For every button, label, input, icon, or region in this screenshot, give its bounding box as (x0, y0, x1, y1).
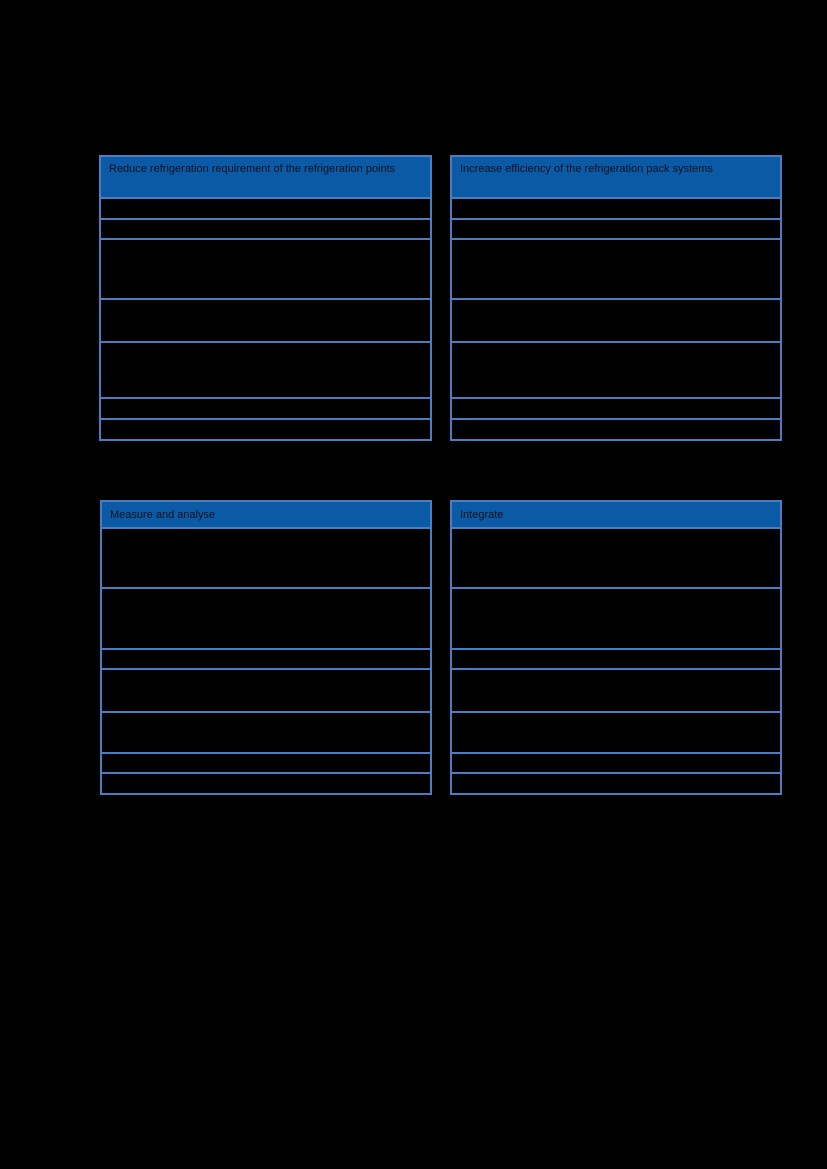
table-row (452, 752, 780, 772)
table-row (452, 648, 780, 668)
table-row (452, 668, 780, 711)
table-row (452, 418, 780, 439)
table-header: Reduce refrigeration requirement of the … (101, 157, 430, 197)
table-title: Integrate (460, 509, 504, 521)
table-title: Reduce refrigeration requirement of the … (109, 163, 396, 175)
table-row (102, 711, 430, 752)
table-row (102, 752, 430, 772)
table-header: Measure and analyse (102, 502, 430, 527)
table-header: Increase efficiency of the refrigeration… (452, 157, 780, 197)
table-row (101, 238, 430, 298)
table-row (101, 418, 430, 439)
table-title: Increase efficiency of the refrigeration… (460, 163, 713, 175)
table-row (452, 772, 780, 793)
table-row (452, 711, 780, 752)
table-row (101, 197, 430, 218)
table-row (101, 298, 430, 341)
table-row (102, 668, 430, 711)
table-row (102, 587, 430, 648)
table-row (101, 341, 430, 397)
table-row (101, 218, 430, 238)
table-row (102, 772, 430, 793)
table-increase-pack-efficiency: Increase efficiency of the refrigeration… (450, 155, 782, 441)
table-row (452, 341, 780, 397)
table-reduce-refrigeration-requirement: Reduce refrigeration requirement of the … (99, 155, 432, 441)
table-row (452, 587, 780, 648)
table-row (452, 397, 780, 418)
table-header: Integrate (452, 502, 780, 527)
table-row (452, 298, 780, 341)
table-row (452, 197, 780, 218)
table-row (452, 527, 780, 587)
table-measure-and-analyse: Measure and analyse (100, 500, 432, 795)
table-row (452, 238, 780, 298)
table-row (452, 218, 780, 238)
table-row (101, 397, 430, 418)
table-title: Measure and analyse (110, 509, 216, 521)
table-row (102, 527, 430, 587)
table-integrate: Integrate (450, 500, 782, 795)
table-row (102, 648, 430, 668)
